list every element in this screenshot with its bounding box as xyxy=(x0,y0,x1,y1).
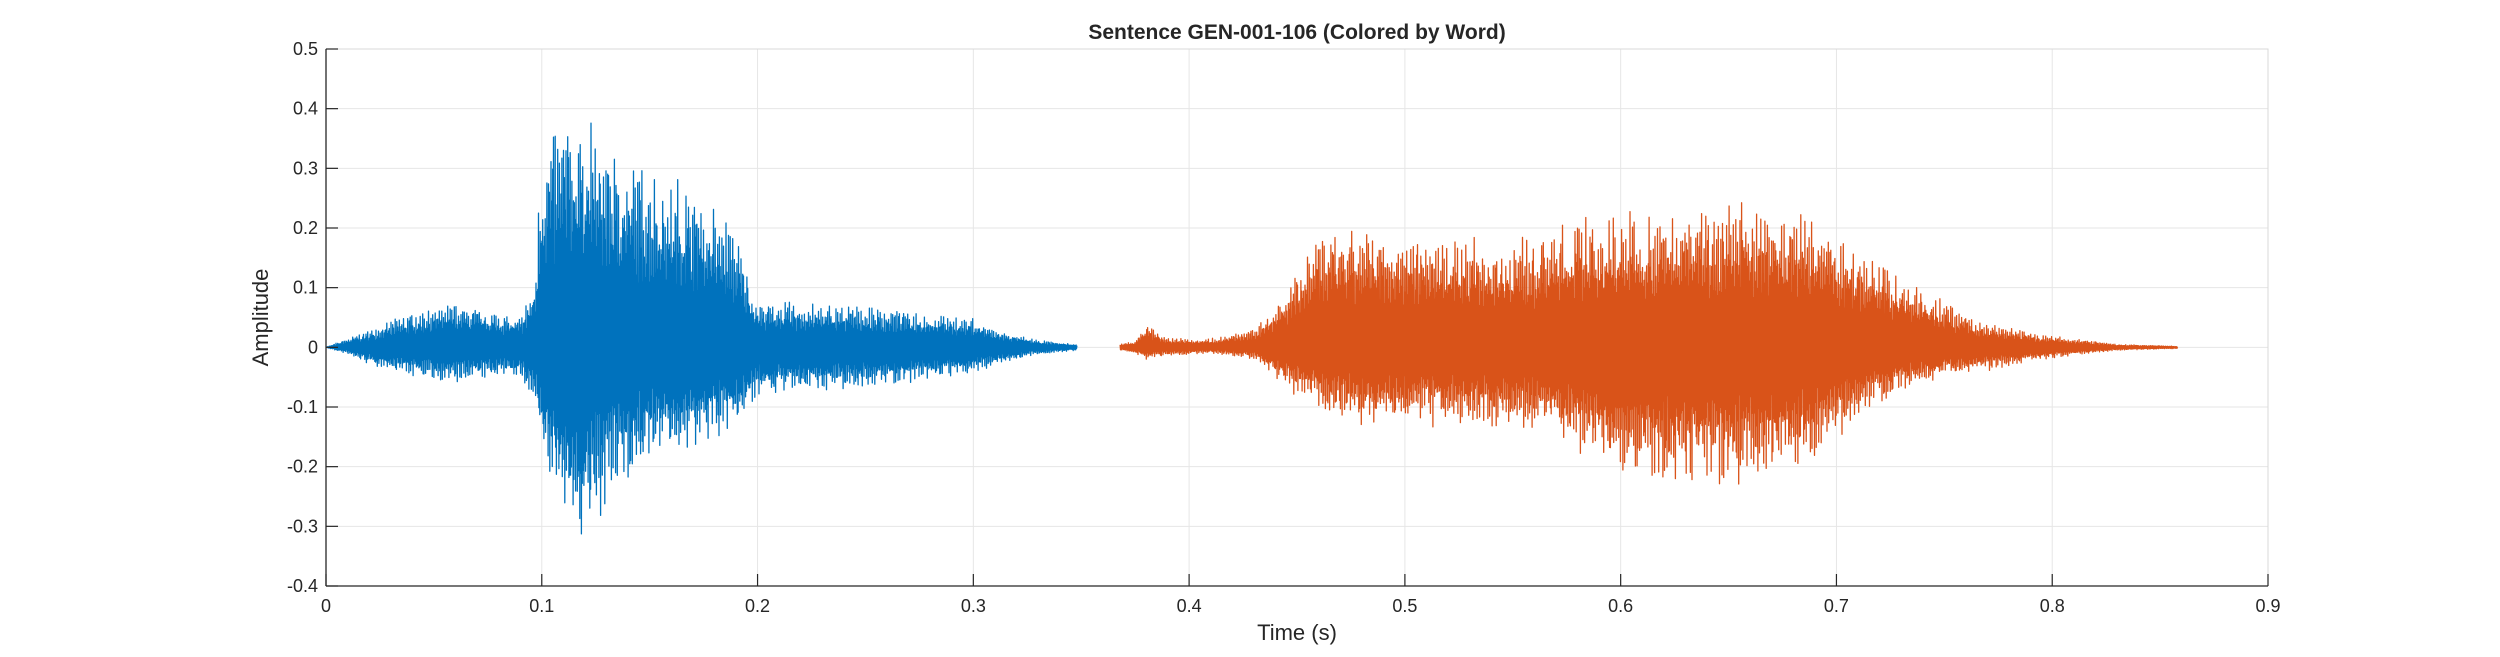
x-tick-label: 0.5 xyxy=(1392,596,1417,616)
y-tick-label: -0.4 xyxy=(287,576,318,596)
y-tick-label: 0.5 xyxy=(293,39,318,59)
chart-title: Sentence GEN-001-106 (Colored by Word) xyxy=(1088,21,1505,44)
y-tick-label: 0.3 xyxy=(293,158,318,178)
series-layer xyxy=(325,122,2179,535)
x-tick-label: 0.1 xyxy=(529,596,554,616)
y-tick-label: -0.3 xyxy=(287,516,318,536)
waveform-series-1 xyxy=(325,122,1078,535)
x-tick-label: 0.3 xyxy=(961,596,986,616)
y-axis-label: Amplitude xyxy=(248,269,273,367)
x-tick-label: 0.6 xyxy=(1608,596,1633,616)
x-tick-label: 0.2 xyxy=(745,596,770,616)
x-axis-label: Time (s) xyxy=(1257,620,1337,645)
waveform-series-2 xyxy=(1119,202,2179,485)
y-tick-label: -0.1 xyxy=(287,397,318,417)
y-tick-label: 0 xyxy=(308,337,318,357)
x-tick-label: 0.7 xyxy=(1824,596,1849,616)
x-tick-label: 0.4 xyxy=(1177,596,1202,616)
y-tick-label: 0.2 xyxy=(293,218,318,238)
x-tick-label: 0 xyxy=(321,596,331,616)
x-tick-label: 0.9 xyxy=(2255,596,2280,616)
axes xyxy=(325,48,2269,587)
ticks: 0 0.1 0.2 0.3 0.4 0.5 0.6 0.7 0.8 0.9 -0.4 -0.3 -0.2… xyxy=(287,39,2281,616)
y-tick-label: 0.4 xyxy=(293,99,318,119)
x-tick-label: 0.8 xyxy=(2040,596,2065,616)
y-tick-label: -0.2 xyxy=(287,457,318,477)
y-tick-label: 0.1 xyxy=(293,278,318,298)
